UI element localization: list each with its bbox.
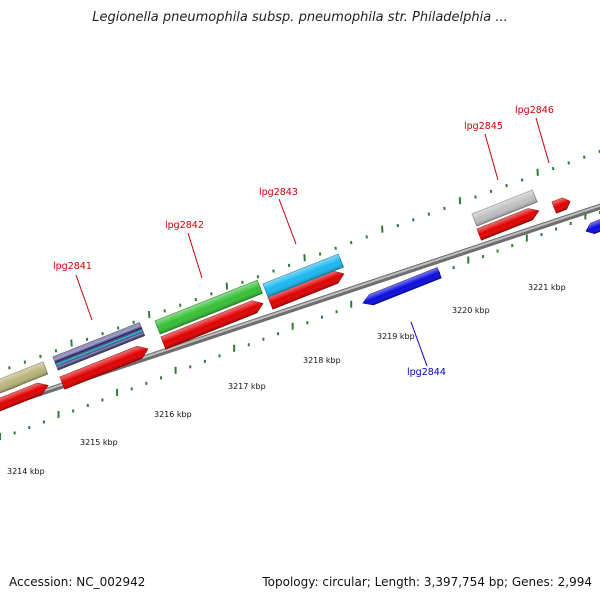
cds-feature <box>471 189 538 227</box>
topology-summary: Topology: circular; Length: 3,397,754 bp… <box>262 575 592 589</box>
map-title: Legionella pneumophila subsp. pneumophil… <box>92 10 508 25</box>
gene-feature <box>362 267 442 306</box>
gene-label: lpg2841 <box>53 261 92 272</box>
cds-feature <box>52 322 146 371</box>
feature-shading <box>60 346 148 390</box>
feature-stripe <box>56 332 144 369</box>
gene-feature <box>585 218 600 235</box>
scale-label: 3214 kbp <box>7 467 45 476</box>
scale-label: 3221 kbp <box>528 283 566 292</box>
feature-shading <box>472 189 538 227</box>
leader-line <box>278 198 297 245</box>
gene-label: lpg2846 <box>515 105 554 116</box>
scale-label: 3220 kbp <box>452 306 490 315</box>
gene-label: lpg2843 <box>259 187 298 198</box>
feature-shading <box>161 300 263 350</box>
feature-shading <box>477 208 539 241</box>
scale-labels: 3214 kbp 3215 kbp 3216 kbp 3217 kbp 3218 kbp… <box>7 283 566 476</box>
feature-stripe <box>54 327 142 363</box>
gene-feature <box>551 197 571 214</box>
feature-shading <box>263 254 344 298</box>
feature-stripe <box>53 324 141 361</box>
feature-shading <box>155 280 263 335</box>
feature-shading <box>552 197 571 214</box>
label-leader-lines <box>75 117 550 367</box>
scale-label: 3218 kbp <box>303 356 341 365</box>
accession-text: Accession: NC_002942 <box>9 575 146 589</box>
gene-feature <box>0 382 49 414</box>
gene-label: lpg2842 <box>165 220 204 231</box>
gene-labels: lpg2841 lpg2842 lpg2843 lpg2844 lpg2845 lpg28… <box>53 105 554 378</box>
leader-line <box>535 117 550 164</box>
feature-stripe <box>55 329 143 366</box>
gene-feature <box>476 208 540 241</box>
gene-label: lpg2844 <box>407 367 446 378</box>
leader-line <box>187 232 203 279</box>
scale-label: 3216 kbp <box>154 410 192 419</box>
gene-feature <box>160 300 264 350</box>
leader-line <box>410 321 428 367</box>
feature-shading <box>53 322 145 371</box>
feature-shading <box>268 271 344 310</box>
leader-line <box>484 133 499 181</box>
feature-layer <box>0 189 600 414</box>
cds-feature <box>154 279 263 335</box>
cds-feature <box>0 361 49 396</box>
scale-label: 3217 kbp <box>228 382 266 391</box>
lower-tick-row <box>0 211 600 440</box>
scale-label: 3219 kbp <box>377 332 415 341</box>
feature-shading <box>586 218 600 234</box>
gene-label: lpg2845 <box>464 121 503 132</box>
scale-label: 3215 kbp <box>80 438 118 447</box>
gene-feature <box>59 345 149 390</box>
leader-line <box>75 274 93 321</box>
cds-feature <box>262 253 344 298</box>
upper-tick-row <box>8 149 600 370</box>
feature-shading <box>363 267 442 305</box>
feature-shading <box>0 383 48 414</box>
feature-shading <box>0 361 48 396</box>
